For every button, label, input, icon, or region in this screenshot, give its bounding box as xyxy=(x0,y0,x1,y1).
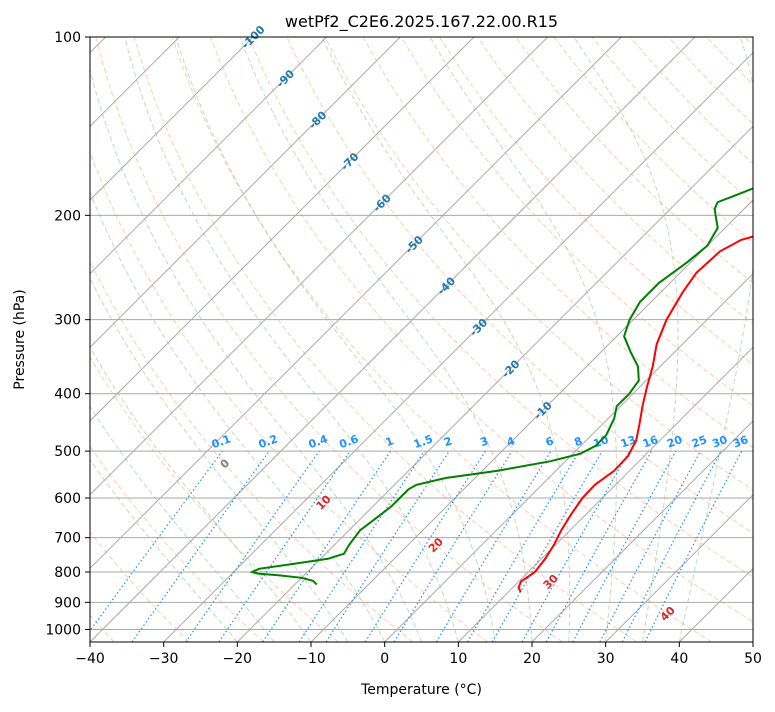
y-tick-label: 600 xyxy=(54,491,81,507)
x-tick-label: −10 xyxy=(296,651,326,667)
y-tick-label: 400 xyxy=(54,387,81,403)
y-tick-label: 700 xyxy=(54,531,81,547)
y-tick-label: 900 xyxy=(54,595,81,611)
x-tick-label: 30 xyxy=(597,651,615,667)
y-tick-label: 1000 xyxy=(45,622,81,638)
y-tick-label: 100 xyxy=(54,30,81,46)
y-tick-label: 200 xyxy=(54,208,81,224)
x-tick-label: −40 xyxy=(75,651,105,667)
chart-title: wetPf2_C2E6.2025.167.22.00.R15 xyxy=(285,12,558,32)
x-tick-label: −30 xyxy=(149,651,179,667)
y-tick-label: 300 xyxy=(54,313,81,329)
y-tick-label: 500 xyxy=(54,444,81,460)
y-axis-label: Pressure (hPa) xyxy=(12,289,28,389)
x-tick-label: −20 xyxy=(223,651,253,667)
x-axis-label: Temperature (°C) xyxy=(360,682,482,698)
y-tick-label: 800 xyxy=(54,565,81,581)
x-tick-label: 40 xyxy=(670,651,688,667)
x-tick-label: 20 xyxy=(523,651,541,667)
x-tick-label: 0 xyxy=(380,651,389,667)
x-tick-label: 50 xyxy=(744,651,762,667)
x-tick-label: 10 xyxy=(449,651,467,667)
